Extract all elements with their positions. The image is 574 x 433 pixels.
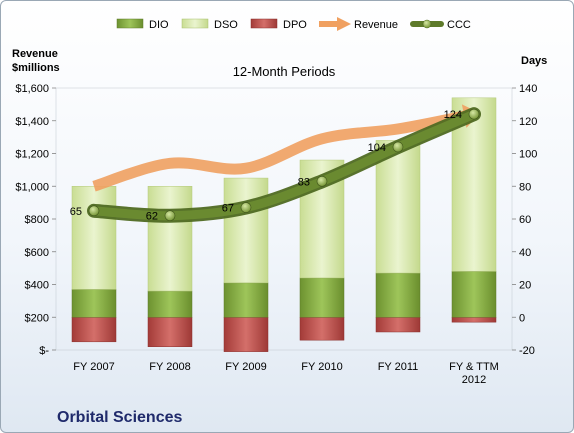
legend-label-dso: DSO — [214, 19, 238, 31]
ccc-data-label: 67 — [222, 203, 234, 215]
y-right-label: Days — [521, 55, 547, 67]
y-left-tick-label: $1,400 — [15, 116, 49, 128]
bars — [71, 97, 497, 352]
y-right-tick-label: 60 — [519, 214, 531, 226]
bar-dso — [71, 186, 117, 290]
revenue-line — [92, 110, 466, 192]
x-tick-label: FY 2011 — [378, 361, 419, 373]
y-right-tick-label: 120 — [519, 116, 537, 128]
ccc-point — [164, 210, 176, 222]
company-name: Orbital Sciences — [57, 409, 182, 426]
legend: DIO DSO DPO Revenue CCC — [116, 17, 471, 31]
legend-label-dpo: DPO — [283, 19, 307, 31]
x-tick-label: 2012 — [462, 374, 486, 386]
bar-dio — [451, 271, 497, 318]
bar-dio — [71, 289, 117, 318]
ccc-point — [240, 202, 252, 213]
legend-label-revenue: Revenue — [354, 19, 398, 31]
legend-label-ccc: CCC — [447, 19, 471, 31]
bar-dio — [223, 282, 269, 318]
legend-swatch-dio — [116, 18, 144, 29]
y-right-tick-label: 40 — [519, 247, 531, 259]
ccc-data-label: 104 — [368, 142, 386, 154]
legend-swatch-dso — [181, 18, 209, 29]
ccc-point — [88, 205, 100, 217]
y-right-tick-label: 0 — [519, 312, 525, 324]
bar-dso — [375, 140, 421, 274]
bar-dpo — [147, 317, 193, 347]
legend-label-dio: DIO — [149, 19, 169, 31]
revenue-series — [92, 104, 480, 192]
bar-dio — [299, 277, 345, 318]
y-left-tick-label: $800 — [25, 214, 49, 226]
y-right-tick-label: 80 — [519, 181, 531, 193]
bar-dpo — [223, 317, 269, 352]
ccc-series: 65 62 67 83 104 124 — [70, 107, 481, 223]
ccc-data-label: 124 — [444, 109, 462, 121]
ccc-data-label: 65 — [70, 206, 82, 218]
chart-title: 12-Month Periods — [233, 64, 336, 79]
y-left-tick-label: $600 — [25, 247, 49, 259]
y-right-tick-label: -20 — [519, 345, 535, 357]
ccc-data-label: 83 — [298, 176, 310, 188]
ccc-point — [316, 176, 328, 187]
ccc-point — [392, 141, 404, 153]
legend-swatch-dpo — [250, 18, 278, 29]
y-right-axis: -20 0 20 40 60 80 100 120 140 — [512, 83, 537, 357]
y-left-axis: $- $200 $400 $600 $800 $1,000 $1,200 $1,400 $1,6… — [15, 83, 56, 357]
y-right-tick-label: 140 — [519, 83, 537, 95]
x-axis: FY 2007 FY 2008 FY 2009 FY 2010 FY 2011 FY & … — [73, 361, 499, 386]
y-left-tick-label: $- — [39, 345, 49, 357]
y-left-label-line2: $millions — [12, 62, 60, 74]
x-tick-label: FY 2007 — [73, 361, 114, 373]
y-left-tick-label: $1,000 — [15, 181, 49, 193]
y-left-tick-label: $400 — [25, 280, 49, 292]
bar-dpo — [71, 317, 117, 343]
legend-swatch-ccc — [410, 19, 444, 29]
y-left-tick-label: $1,200 — [15, 149, 49, 161]
y-left-tick-label: $200 — [25, 312, 49, 324]
x-tick-label: FY & TTM — [449, 361, 499, 373]
bar-dio — [375, 272, 421, 318]
ccc-data-label: 62 — [146, 211, 158, 223]
bar-dso — [147, 186, 193, 292]
y-left-tick-label: $1,600 — [15, 83, 49, 95]
y-left-label-line1: Revenue — [12, 48, 58, 60]
legend-swatch-revenue — [319, 17, 351, 31]
ccc-point — [468, 108, 480, 120]
x-tick-label: FY 2009 — [225, 361, 266, 373]
y-right-tick-label: 100 — [519, 149, 537, 161]
bar-dpo — [299, 317, 345, 341]
bar-dio — [147, 290, 193, 318]
y-right-tick-label: 20 — [519, 280, 531, 292]
bar-dpo — [375, 317, 421, 333]
bar-dso — [223, 177, 269, 284]
bar-dpo — [451, 317, 497, 323]
x-tick-label: FY 2010 — [301, 361, 342, 373]
x-tick-label: FY 2008 — [149, 361, 190, 373]
